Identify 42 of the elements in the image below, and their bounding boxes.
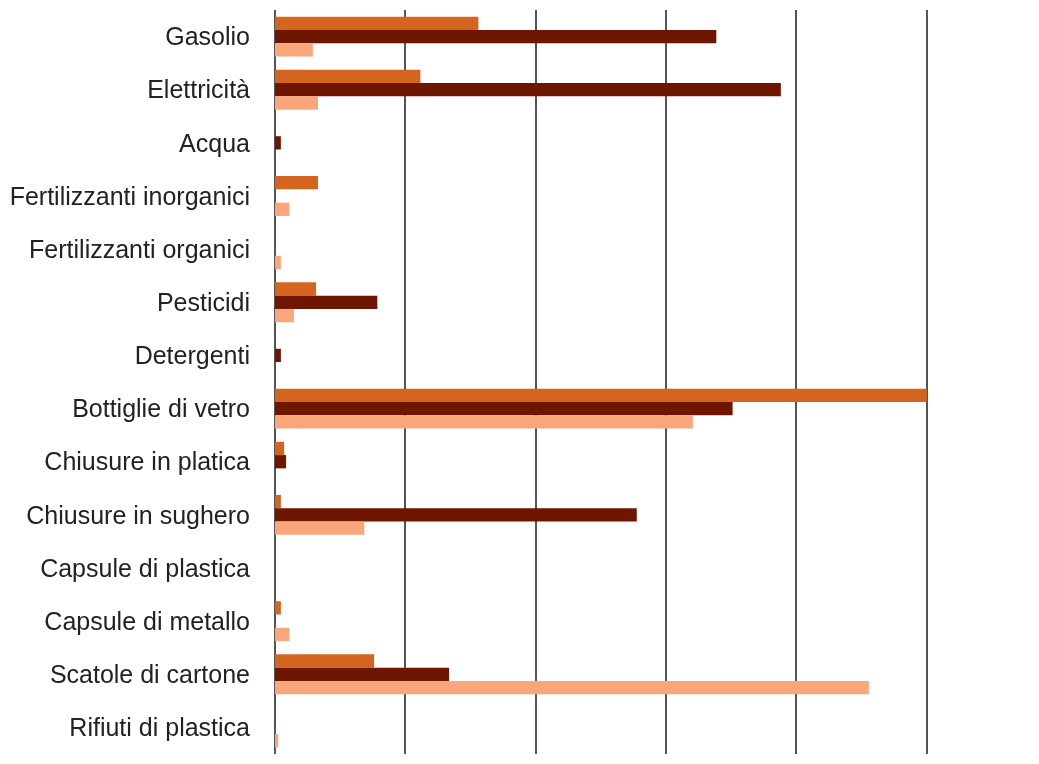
bar bbox=[275, 388, 927, 402]
bar bbox=[275, 415, 693, 429]
bar bbox=[275, 667, 450, 681]
bar bbox=[275, 43, 313, 57]
y-tick-label: Detergenti bbox=[134, 341, 250, 370]
y-tick-label: Pesticidi bbox=[156, 288, 250, 317]
y-tick-label: Acqua bbox=[179, 128, 251, 157]
bar bbox=[275, 308, 294, 323]
bar bbox=[275, 255, 281, 270]
bar bbox=[275, 441, 285, 456]
bar bbox=[275, 295, 378, 309]
bar bbox=[275, 601, 281, 615]
y-tick-label: Capsule di metallo bbox=[44, 606, 250, 635]
bar bbox=[275, 69, 421, 84]
y-tick-label: Chiusure in platica bbox=[44, 447, 251, 476]
bar bbox=[275, 96, 319, 110]
bar bbox=[275, 455, 287, 469]
bar bbox=[275, 282, 317, 296]
y-tick-label: Rifiuti di plastica bbox=[69, 713, 251, 742]
bar bbox=[275, 16, 479, 30]
bar bbox=[275, 521, 365, 535]
bar bbox=[275, 202, 290, 216]
bar bbox=[275, 680, 869, 695]
bar bbox=[275, 83, 781, 97]
y-tick-label: Fertilizzanti organici bbox=[29, 234, 250, 263]
y-tick-label: Fertilizzanti inorganici bbox=[9, 181, 250, 210]
bar bbox=[275, 494, 281, 509]
bar bbox=[275, 29, 717, 44]
y-tick-label: Gasolio bbox=[165, 22, 250, 51]
bar bbox=[275, 734, 279, 748]
bar bbox=[275, 508, 637, 522]
bar bbox=[275, 401, 733, 416]
bar bbox=[275, 136, 281, 150]
y-tick-label: Chiusure in sughero bbox=[26, 500, 250, 529]
bar bbox=[275, 176, 319, 190]
y-tick-label: Scatole di cartone bbox=[49, 660, 250, 689]
bar bbox=[275, 654, 375, 668]
y-tick-label: Bottiglie di vetro bbox=[72, 394, 250, 423]
y-tick-label: Capsule di plastica bbox=[40, 553, 251, 582]
y-tick-label: Elettricità bbox=[147, 75, 251, 104]
bar bbox=[275, 627, 290, 642]
bar bbox=[275, 348, 281, 363]
